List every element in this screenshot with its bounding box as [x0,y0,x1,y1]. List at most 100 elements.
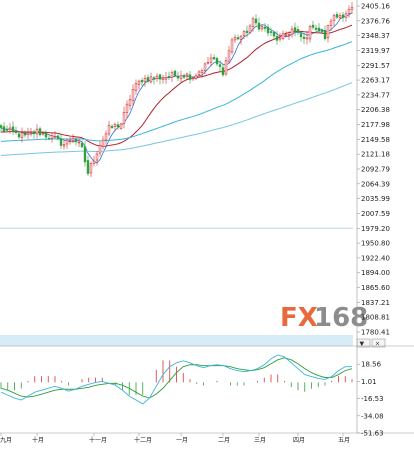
candle-body [146,77,150,82]
candle-body [251,18,255,27]
candle-body [242,31,246,36]
candle-body [284,34,288,36]
month-label: 二月 [218,437,230,444]
candle-body [74,138,78,143]
candle-body [161,77,165,80]
price-tick-label: 1865.60 [361,284,390,292]
close-button[interactable] [371,338,386,348]
candle-body [8,127,12,130]
candle-body [155,75,159,80]
macd-tick-label: -16.53 [361,395,384,403]
candle-body [245,30,249,33]
candle-body [53,136,57,138]
price-panel [0,1,354,229]
candle-body [116,124,120,128]
candle-body [149,76,153,83]
macd-tick-label: -34.08 [361,412,384,420]
candle-body [182,75,186,78]
candle-body [257,22,261,30]
price-tick-label: 1780.41 [361,329,390,337]
price-tick-label: 2064.39 [361,180,390,188]
close-icon: × [375,341,380,348]
candle-body [44,132,48,138]
candle-body [335,14,339,18]
candle-body [341,14,345,18]
candle-body [275,36,279,41]
candle-body [68,139,72,142]
candle-body [0,125,3,128]
candle-body [239,35,243,40]
candle-body [92,160,96,164]
candle-body [227,50,231,63]
candle-body [23,132,27,136]
candle-body [179,75,183,80]
candle-body [134,83,138,91]
month-label: 三月 [254,437,266,444]
price-tick-label: 1808.81 [361,314,390,322]
candle-body [332,15,336,21]
candle-body [38,128,42,136]
price-tick-label: 2405.16 [361,3,390,11]
candle-body [113,123,117,127]
candle-body [152,77,156,79]
axes: 2405.16 2376.76 2348.37 2319.97 2291.57 2263.… [0,0,390,444]
candle-body [80,143,84,148]
candle-body [203,63,207,71]
candle-body [329,20,333,27]
month-label: 十一月 [89,436,107,444]
month-label: 一月 [176,437,188,444]
candle-body [26,132,30,135]
candle-body [269,31,273,33]
month-label: 五月 [338,437,350,444]
candle-body [248,25,252,33]
candle-body [287,34,291,36]
candle-body [59,138,63,146]
month-label: 十二月 [134,436,152,444]
candle-body [188,74,192,80]
candle-body [221,67,225,76]
candle-body [122,111,126,124]
macd-tick-label: -51.63 [361,430,384,438]
price-tick-label: 2149.58 [361,136,390,144]
candle-body [128,99,132,106]
candle-body [119,123,123,129]
candle-body [263,26,267,29]
candle-body [56,135,60,139]
macd-panel [0,335,414,434]
candle-body [77,141,81,144]
candle-body [272,31,276,37]
candle-body [176,76,180,79]
candle-body [191,77,195,80]
candle-body [62,144,66,147]
candle-body [296,29,300,33]
candle-body [65,139,69,145]
price-tick-label: 2291.57 [361,62,390,70]
candle-body [98,145,102,154]
candle-body [71,137,75,141]
candle-body [137,80,141,86]
candle-body [11,126,15,132]
macd-header [0,335,353,346]
candle-body [2,126,6,132]
candle-body [305,37,309,40]
macd-tick-label: 1.01 [361,378,377,386]
candle-body [164,77,168,80]
candle-body [338,15,342,19]
candle-body [200,70,204,73]
candle-body [41,133,45,135]
candle-body [299,33,303,38]
candle-body [326,25,330,39]
candle-body [224,60,228,75]
month-label: 四月 [293,437,305,444]
price-tick-label: 2319.97 [361,47,390,55]
collapse-icon: ▼ [360,341,365,348]
candle-body [107,124,111,135]
watermark: FX 168 [280,303,368,333]
candle-body [170,72,174,78]
candle-body [143,77,147,82]
month-label: 九月 [0,436,12,444]
candle-body [278,37,282,40]
price-tick-label: 2206.38 [361,106,390,114]
candle-body [281,33,285,39]
